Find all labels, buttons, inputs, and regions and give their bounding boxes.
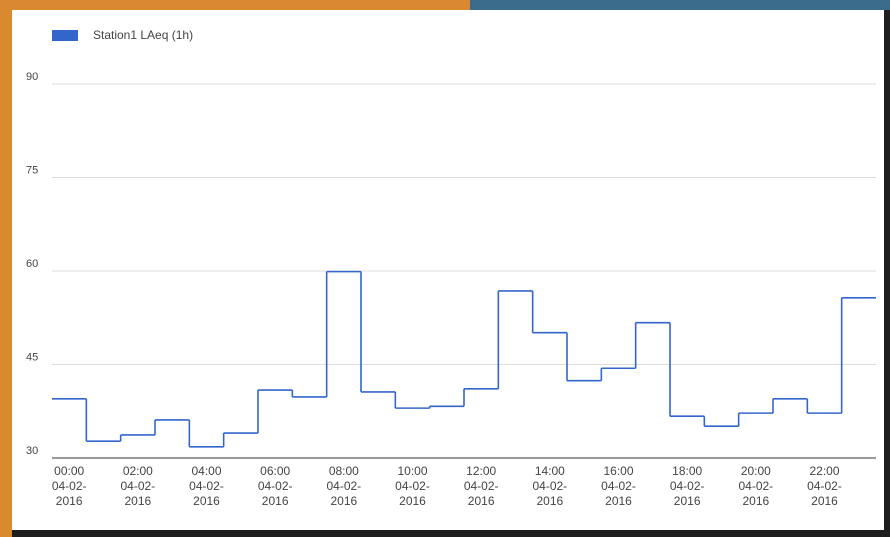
page: 3045607590Station1 LAeq (1h) (() => { co… (0, 0, 890, 537)
x-tick-label: 00:00 04-02-2016 (46, 464, 92, 509)
x-tick-label: 14:00 04-02-2016 (527, 464, 573, 509)
x-tick-label: 20:00 04-02-2016 (733, 464, 779, 509)
y-tick-label: 90 (26, 71, 38, 83)
y-tick-label: 30 (26, 445, 38, 457)
legend-label: Station1 LAeq (1h) (93, 28, 193, 42)
y-tick-label: 45 (26, 351, 38, 363)
y-tick-label: 75 (26, 164, 38, 176)
x-tick-label: 12:00 04-02-2016 (458, 464, 504, 509)
y-tick-label: 60 (26, 258, 38, 270)
x-tick-label: 06:00 04-02-2016 (252, 464, 298, 509)
x-tick-label: 02:00 04-02-2016 (115, 464, 161, 509)
x-tick-label: 04:00 04-02-2016 (184, 464, 230, 509)
x-tick-label: 16:00 04-02-2016 (596, 464, 642, 509)
x-tick-label: 22:00 04-02-2016 (802, 464, 848, 509)
x-tick-label: 18:00 04-02-2016 (664, 464, 710, 509)
chart: 30 45 60 75 90 Station1 LAeq (1h) (0, 0, 890, 537)
x-tick-label: 10:00 04-02-2016 (390, 464, 436, 509)
x-tick-label: 08:00 04-02-2016 (321, 464, 367, 509)
legend-swatch (52, 30, 78, 41)
